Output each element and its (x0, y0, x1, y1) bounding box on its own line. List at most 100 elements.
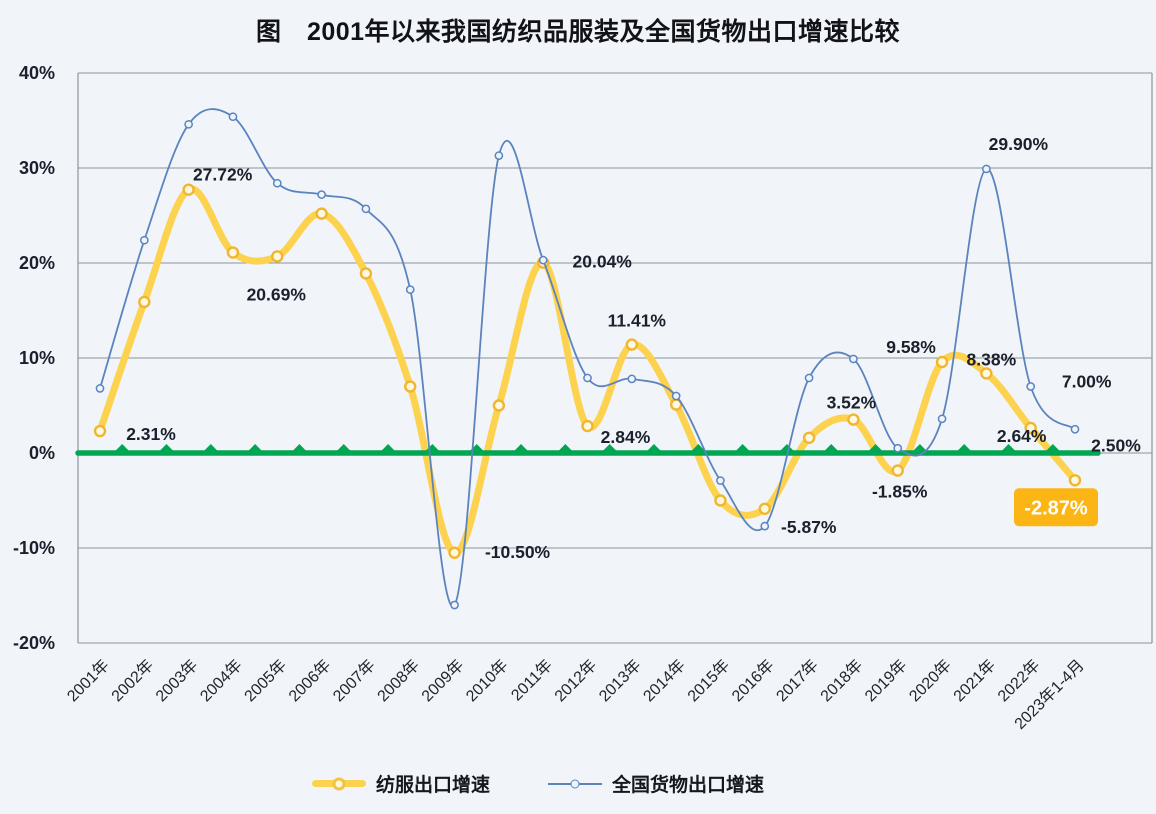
textile-data-marker (1068, 474, 1082, 487)
axis-tick-triangle-icon (1002, 444, 1016, 451)
axis-tick-triangle-icon (1046, 444, 1060, 451)
national-data-marker (716, 476, 725, 485)
textile-data-marker (935, 355, 949, 369)
data-label: 9.58% (886, 337, 936, 357)
textile-line-swatch-icon (311, 777, 366, 790)
y-axis-tick-label: 30% (19, 158, 55, 178)
textile-data-marker (714, 494, 727, 507)
national-data-marker (982, 164, 991, 174)
x-axis-tick-label: 2004年 (197, 656, 246, 705)
x-axis-tick-label: 2002年 (108, 656, 157, 705)
axis-tick-triangle-icon (603, 444, 617, 451)
national-marker-icon (570, 779, 580, 788)
data-label: 2.64% (997, 426, 1047, 446)
axis-tick-triangle-icon (159, 444, 173, 451)
axis-tick-triangle-icon (647, 444, 661, 451)
legend-item-national: 全国货物出口增速 (548, 770, 764, 797)
axis-tick-triangle-icon (558, 444, 572, 451)
national-data-marker (804, 373, 814, 383)
national-data-marker (405, 285, 415, 294)
legend-label-national: 全国货物出口增速 (612, 775, 765, 796)
x-axis-tick-label: 2008年 (374, 656, 423, 705)
axis-tick-triangle-icon (824, 444, 838, 451)
chart-legend: 纺服出口增速 全国货物出口增速 (0, 770, 1116, 797)
x-axis-tick-label: 2009年 (418, 656, 467, 705)
textile-data-marker (758, 502, 771, 515)
axis-tick-triangle-icon (204, 444, 218, 451)
x-axis-tick-label: 2013年 (595, 656, 644, 705)
national-data-marker (450, 600, 459, 610)
national-data-marker (184, 119, 193, 129)
national-data-marker (538, 255, 548, 265)
axis-tick-triangle-icon (381, 444, 395, 451)
x-axis-tick-label: 2006年 (285, 656, 334, 705)
textile-data-marker (802, 431, 816, 444)
axis-tick-triangle-icon (691, 444, 705, 451)
textile-data-marker (448, 546, 461, 559)
textile-data-marker (226, 246, 240, 259)
x-axis-tick-label: 2015年 (684, 656, 733, 705)
national-data-marker (1026, 382, 1036, 391)
data-label: 29.90% (989, 134, 1049, 154)
textile-series (93, 183, 1082, 559)
zero-baseline (75, 444, 1101, 456)
data-label: 8.38% (967, 349, 1017, 369)
legend-item-textile: 纺服出口增速 (311, 770, 490, 797)
textile-data-marker (581, 419, 594, 433)
axis-tick-triangle-icon (248, 444, 262, 451)
textile-data-marker (847, 413, 860, 426)
axis-tick-triangle-icon (736, 444, 750, 451)
chart-title: 图 2001年以来我国纺织品服装及全国货物出口增速比较 (255, 18, 901, 46)
textile-data-marker (980, 367, 993, 380)
data-label: 27.72% (193, 165, 253, 185)
x-axis-tick-label: 2014年 (640, 656, 689, 705)
textile-data-marker (271, 250, 284, 263)
data-label: 20.69% (247, 284, 307, 304)
axis-tick-triangle-icon (337, 444, 351, 451)
national-data-marker (317, 190, 326, 199)
highlighted-data-label: -2.87% (1024, 497, 1088, 519)
x-axis-tick-label: 2020年 (906, 656, 955, 705)
x-axis-tick-label: 2011年 (508, 656, 556, 704)
data-label: -5.87% (781, 517, 837, 537)
textile-data-marker (1024, 421, 1037, 435)
national-series (95, 108, 1080, 610)
textile-data-marker (315, 207, 328, 220)
x-axis-tick-label: 2001年 (64, 656, 113, 705)
y-axis: 40% 30% 20% 10% 0% -10% -20% (13, 63, 55, 653)
x-axis-tick-label: 2021年 (950, 656, 999, 705)
textile-data-marker (492, 399, 506, 412)
textile-data-marker (625, 338, 639, 351)
x-axis-tick-label: 2019年 (861, 656, 910, 705)
data-label: -1.85% (872, 482, 928, 502)
national-data-marker (95, 384, 105, 393)
textile-data-marker (404, 380, 417, 393)
x-axis-tick-label: 2017年 (773, 656, 822, 705)
textile-data-marker (182, 183, 195, 196)
data-label: 3.52% (827, 393, 877, 413)
textile-data-marker (891, 464, 904, 477)
data-label: 7.00% (1062, 372, 1112, 392)
x-axis-tick-label: 2003年 (152, 656, 201, 705)
x-axis: 2001年2002年2003年2004年2005年2006年2007年2008年… (64, 656, 1088, 733)
x-axis-tick-label: 2012年 (551, 656, 600, 705)
national-data-marker (760, 521, 770, 531)
national-data-marker (361, 204, 371, 214)
national-line-swatch-icon (548, 779, 602, 788)
legend-label-textile: 纺服出口增速 (375, 775, 490, 796)
national-data-marker (583, 373, 592, 383)
axis-tick-triangle-icon (115, 444, 129, 451)
data-label: 2.84% (601, 427, 651, 447)
data-label: 2.50% (1091, 435, 1141, 455)
national-data-marker (893, 443, 903, 453)
axis-tick-triangle-icon (957, 444, 971, 451)
national-data-marker (1070, 424, 1080, 434)
national-data-marker (228, 112, 238, 122)
textile-series-line (96, 185, 1079, 557)
axis-tick-triangle-icon (869, 444, 883, 451)
national-data-marker (139, 235, 149, 245)
national-data-marker (494, 151, 504, 160)
axis-tick-triangle-icon (514, 444, 528, 451)
